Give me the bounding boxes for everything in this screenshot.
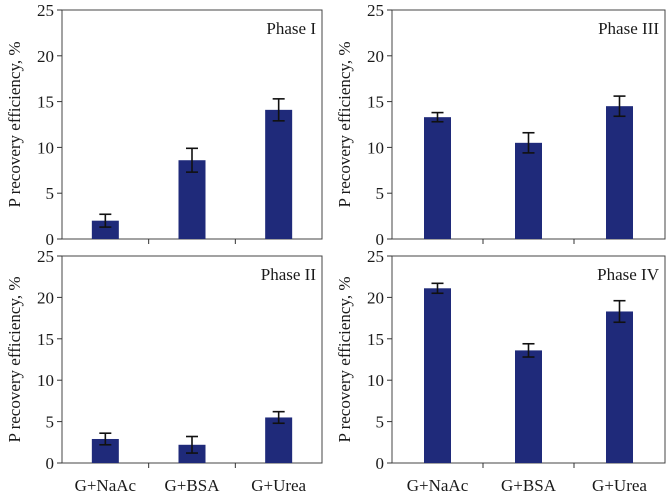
panel-title: Phase II: [261, 265, 317, 284]
y-tick-label: 20: [367, 288, 384, 307]
bar-g-naac: [424, 288, 451, 463]
bar-g-bsa: [515, 142, 542, 239]
bar-g-urea: [265, 109, 293, 240]
y-axis-label: P recovery efficiency, %: [335, 277, 354, 443]
y-tick-label: 5: [376, 184, 385, 203]
y-axis-label: P recovery efficiency, %: [5, 42, 24, 208]
y-tick-label: 25: [367, 247, 384, 266]
bar-g-urea: [606, 106, 633, 240]
y-tick-label: 10: [37, 138, 54, 157]
x-category-label: G+BSA: [165, 476, 221, 495]
panel-title: Phase III: [598, 19, 659, 38]
y-tick-label: 25: [367, 1, 384, 20]
y-tick-label: 10: [37, 371, 54, 390]
y-tick-label: 0: [376, 454, 385, 473]
y-tick-label: 20: [37, 47, 54, 66]
x-category-label: G+BSA: [501, 476, 557, 495]
y-tick-label: 0: [376, 230, 385, 249]
x-category-label: G+Urea: [592, 476, 647, 495]
x-category-label: G+Urea: [251, 476, 306, 495]
bar-g-naac: [424, 117, 451, 239]
x-category-label: G+NaAc: [407, 476, 469, 495]
y-tick-label: 15: [367, 93, 384, 112]
y-tick-label: 0: [46, 230, 55, 249]
x-category-label: G+NaAc: [75, 476, 137, 495]
y-axis-label: P recovery efficiency, %: [335, 42, 354, 208]
y-tick-label: 0: [46, 454, 55, 473]
chart-panel-1: 0 5 10 15 20 25 P recovery efficiency, % Phase …: [5, 1, 323, 249]
chart-panel-2: 0 5 10 15 20 25 P recovery efficiency, % Phase …: [335, 1, 666, 249]
y-tick-label: 5: [46, 413, 55, 432]
chart-panel-3: 0 5 10 15 20 25 P recovery efficiency, % Phase …: [5, 247, 323, 495]
y-axis-label: P recovery efficiency, %: [5, 277, 24, 443]
y-tick-label: 10: [367, 371, 384, 390]
y-tick-label: 25: [37, 247, 54, 266]
y-tick-label: 5: [376, 413, 385, 432]
y-tick-label: 10: [367, 138, 384, 157]
bar-g-bsa: [178, 444, 206, 463]
bar-g-bsa: [515, 350, 542, 463]
y-tick-label: 20: [37, 288, 54, 307]
y-tick-label: 5: [46, 184, 55, 203]
y-tick-label: 20: [367, 47, 384, 66]
y-tick-label: 15: [367, 330, 384, 349]
panel-title: Phase IV: [597, 265, 660, 284]
y-tick-label: 25: [37, 1, 54, 20]
chart-panel-4: 0 5 10 15 20 25 P recovery efficiency, % Phase …: [335, 247, 666, 495]
bar-g-urea: [265, 417, 293, 463]
panel-title: Phase I: [266, 19, 316, 38]
y-tick-label: 15: [37, 93, 54, 112]
y-tick-label: 15: [37, 330, 54, 349]
bar-g-bsa: [178, 160, 206, 239]
bar-g-naac: [91, 220, 119, 239]
bar-g-urea: [606, 311, 633, 463]
